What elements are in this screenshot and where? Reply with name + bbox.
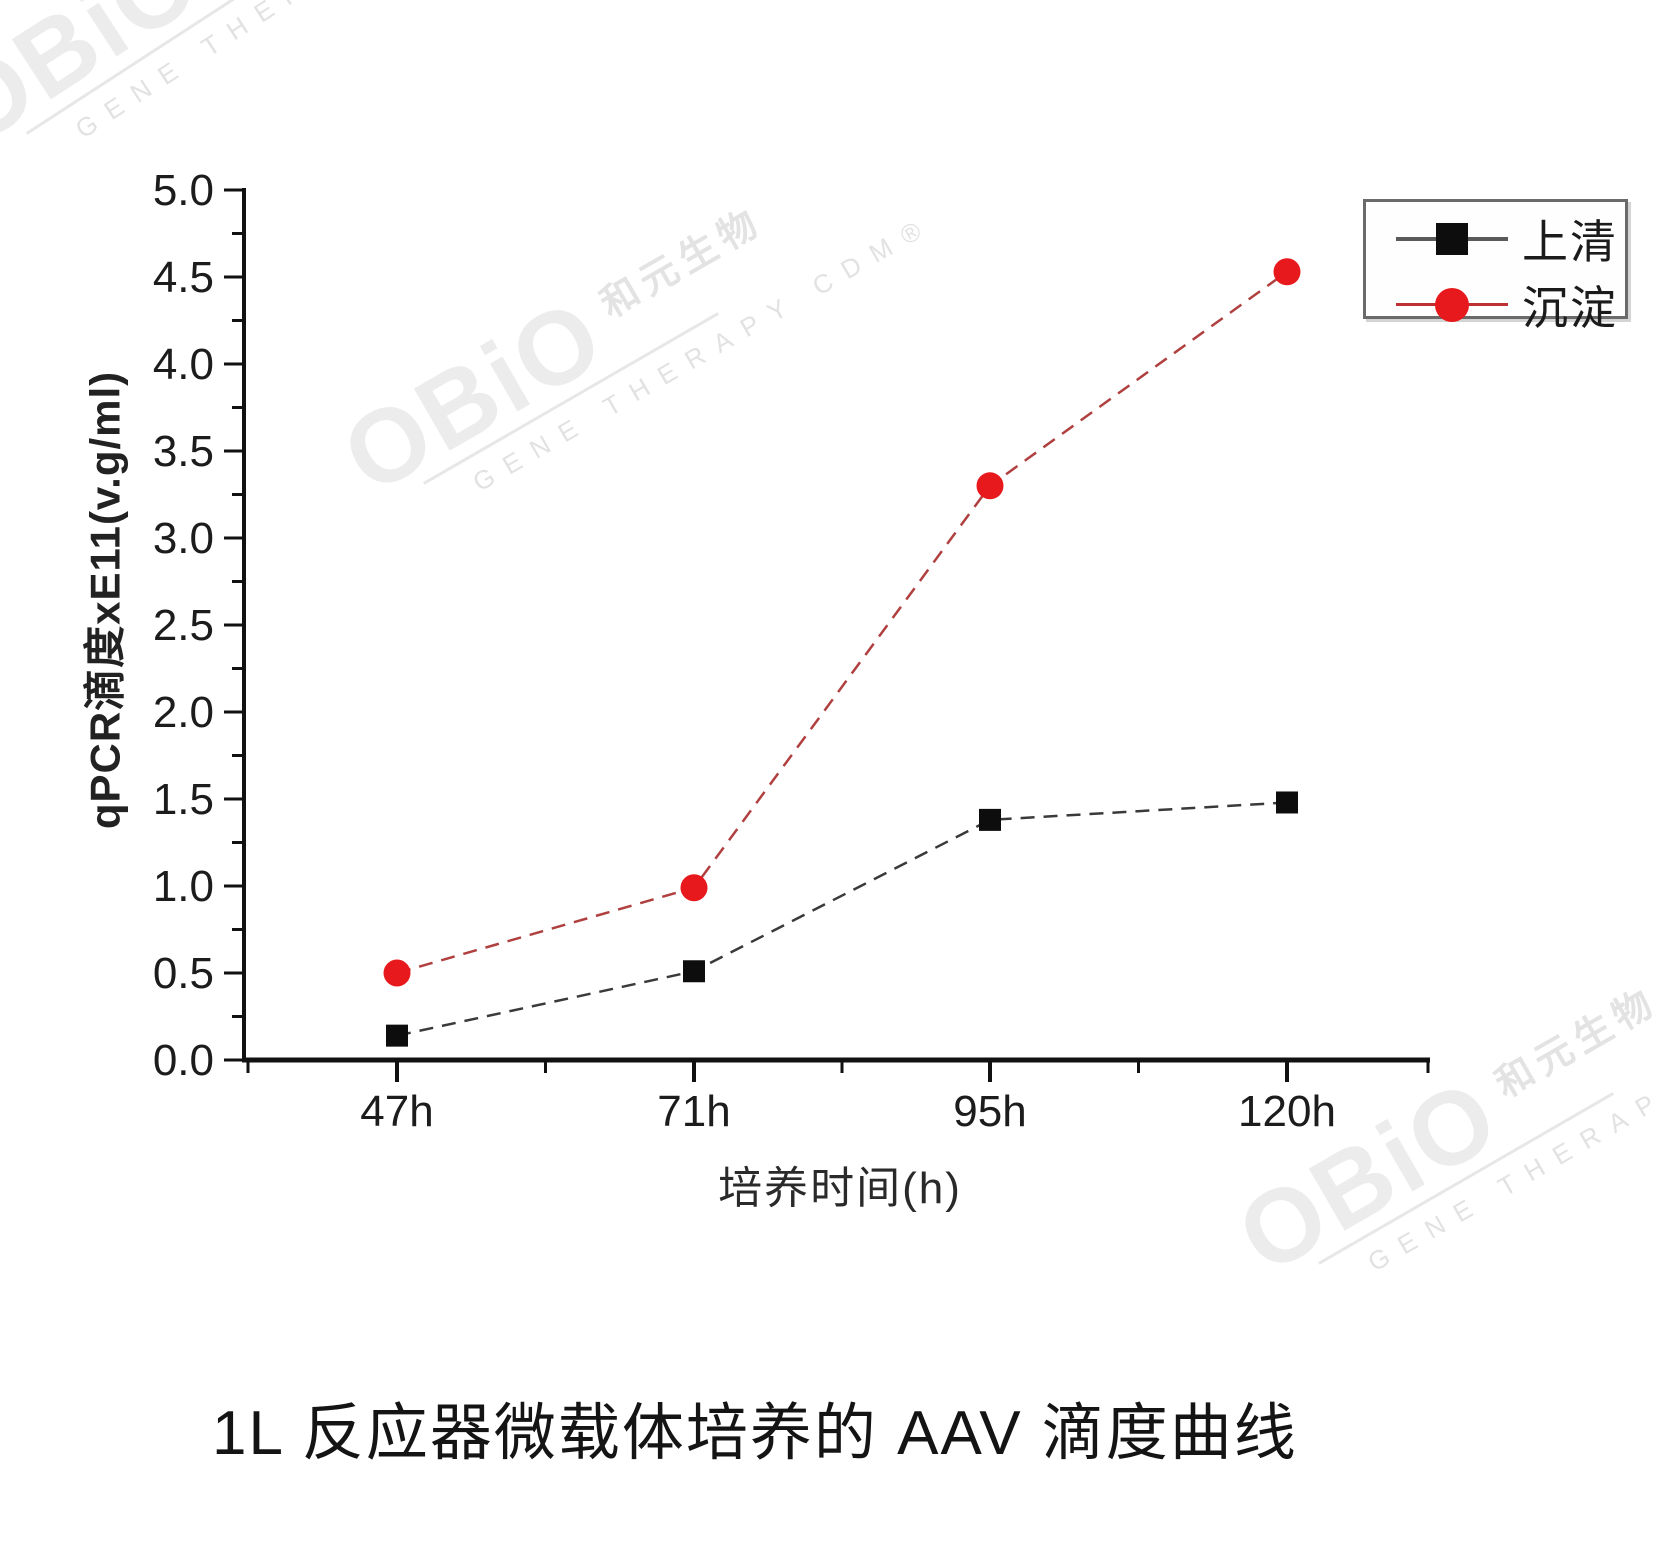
legend: 上清 沉淀 <box>1363 199 1628 334</box>
x-tick-label: 95h <box>953 1087 1026 1136</box>
y-tick-label: 3.0 <box>153 514 214 563</box>
data-point-square <box>683 960 705 983</box>
legend-entry-pellet: 沉淀 <box>1396 272 1625 338</box>
y-tick-label: 0.5 <box>153 949 214 998</box>
y-axis-title: qPCR滴度xE11(v.g/ml) <box>81 370 129 830</box>
figure-caption: 1L 反应器微载体培养的 AAV 滴度曲线 <box>212 1399 1298 1468</box>
x-tick-label: 71h <box>657 1087 730 1136</box>
data-point-circle <box>1273 258 1301 286</box>
square-marker-icon <box>1436 223 1468 255</box>
circle-marker-icon <box>1435 288 1469 322</box>
y-tick-label: 2.0 <box>153 688 214 737</box>
y-tick-label: 1.0 <box>153 862 214 911</box>
y-tick-label: 5.0 <box>153 166 214 215</box>
y-tick-label: 3.5 <box>153 427 214 476</box>
y-tick-label: 4.0 <box>153 340 214 389</box>
legend-entry-supernatant: 上清 <box>1396 206 1625 272</box>
data-point-circle <box>680 874 708 902</box>
x-tick-label: 47h <box>360 1087 433 1136</box>
data-point-circle <box>976 472 1004 500</box>
y-tick-label: 2.5 <box>153 601 214 650</box>
legend-label: 沉淀 <box>1522 282 1618 334</box>
series-line-circle <box>396 270 1288 975</box>
data-point-circle <box>383 959 411 987</box>
x-axis-title: 培养时间(h) <box>718 1164 962 1213</box>
series-line-square <box>396 801 1288 1037</box>
data-point-square <box>386 1024 408 1047</box>
y-tick-label: 4.5 <box>153 253 214 302</box>
legend-label: 上清 <box>1522 216 1618 268</box>
x-tick-label: 120h <box>1238 1087 1336 1136</box>
data-point-square <box>979 808 1001 831</box>
legend-swatch <box>1396 288 1508 322</box>
y-tick-label: 0.0 <box>153 1036 214 1085</box>
legend-swatch <box>1396 222 1508 256</box>
y-tick-label: 1.5 <box>153 775 214 824</box>
data-point-square <box>1276 791 1298 814</box>
